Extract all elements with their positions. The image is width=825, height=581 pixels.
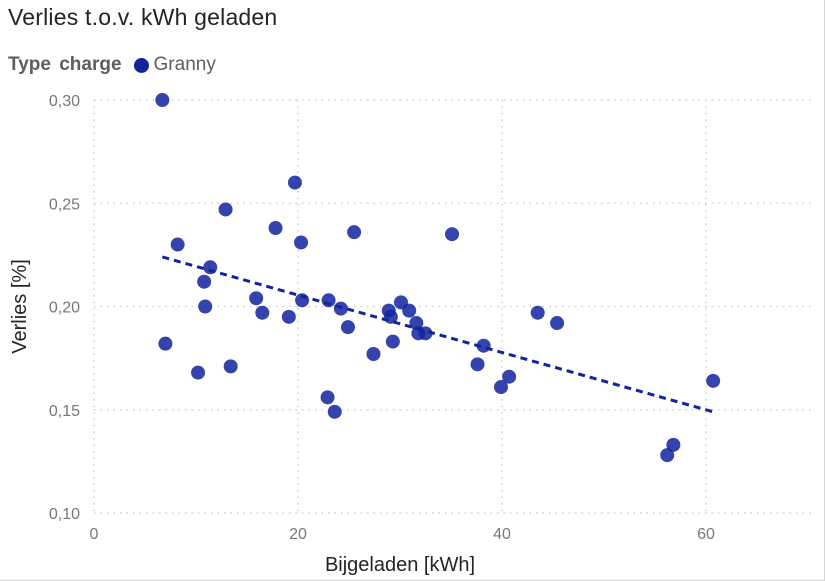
y-tick-label: 0,25 xyxy=(49,196,80,213)
trend-line xyxy=(161,255,714,414)
legend: Type charge Granny xyxy=(8,54,216,76)
legend-title: Type charge xyxy=(8,54,122,75)
chart-title: Verlies t.o.v. kWh geladen xyxy=(8,4,278,30)
data-point xyxy=(666,437,681,452)
x-tick-label: 0 xyxy=(90,526,99,543)
x-tick-label: 60 xyxy=(697,526,715,543)
y-tick-label: 0,15 xyxy=(49,403,80,420)
data-point xyxy=(255,305,270,320)
data-point xyxy=(158,336,173,351)
data-point xyxy=(170,237,185,252)
data-point xyxy=(445,227,460,242)
data-point xyxy=(347,225,362,240)
data-point xyxy=(470,357,485,372)
data-point xyxy=(268,221,283,236)
data-point xyxy=(340,320,355,335)
data-point xyxy=(550,316,565,331)
data-point xyxy=(660,448,675,463)
x-tick-label: 20 xyxy=(289,526,307,543)
y-tick-label: 0,10 xyxy=(49,506,80,523)
data-point xyxy=(191,365,206,380)
data-point xyxy=(402,303,417,318)
data-point xyxy=(281,309,296,324)
y-axis-title: Verlies [%] xyxy=(9,259,31,353)
data-point xyxy=(502,369,517,384)
data-point xyxy=(197,274,212,289)
data-point xyxy=(287,175,302,190)
data-point xyxy=(155,93,170,107)
x-tick-label: 40 xyxy=(493,526,511,543)
data-point xyxy=(198,299,213,314)
data-point xyxy=(223,359,238,374)
data-point xyxy=(530,305,545,320)
data-point xyxy=(218,202,233,217)
data-point xyxy=(385,334,400,349)
data-point xyxy=(706,373,721,388)
data-point xyxy=(366,346,381,361)
y-tick-label: 0,20 xyxy=(49,300,80,317)
data-point xyxy=(320,390,335,405)
data-point xyxy=(493,380,508,395)
data-point xyxy=(294,235,309,250)
legend-marker-granny[interactable] xyxy=(133,57,149,73)
data-point xyxy=(249,291,264,306)
x-axis-title: Bijgeladen [kWh] xyxy=(325,554,475,576)
data-point xyxy=(327,404,342,419)
y-tick-label: 0,30 xyxy=(49,93,80,110)
legend-label-granny[interactable]: Granny xyxy=(153,54,216,75)
